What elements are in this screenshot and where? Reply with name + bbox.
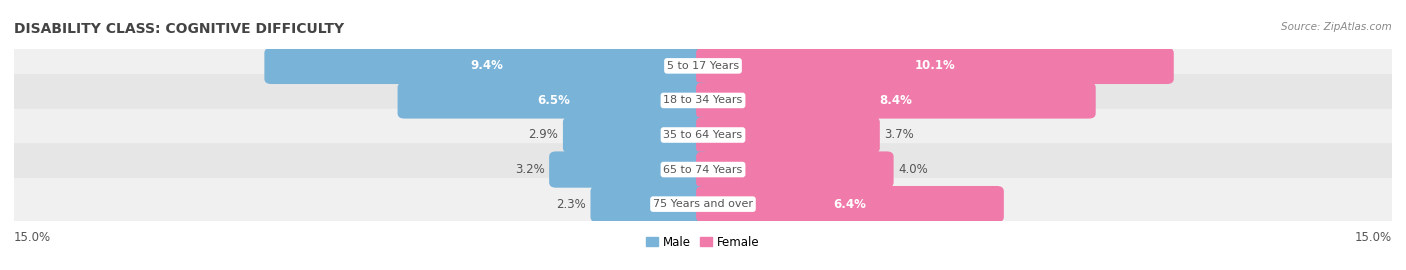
Text: 15.0%: 15.0% bbox=[14, 231, 51, 244]
FancyBboxPatch shape bbox=[696, 186, 1004, 222]
FancyBboxPatch shape bbox=[0, 178, 1406, 230]
Text: 18 to 34 Years: 18 to 34 Years bbox=[664, 95, 742, 106]
Text: 5 to 17 Years: 5 to 17 Years bbox=[666, 61, 740, 71]
FancyBboxPatch shape bbox=[696, 117, 880, 153]
Text: 3.7%: 3.7% bbox=[884, 129, 914, 141]
Text: 2.9%: 2.9% bbox=[529, 129, 558, 141]
Text: Source: ZipAtlas.com: Source: ZipAtlas.com bbox=[1281, 22, 1392, 32]
FancyBboxPatch shape bbox=[0, 40, 1406, 92]
Text: 65 to 74 Years: 65 to 74 Years bbox=[664, 164, 742, 175]
Text: 10.1%: 10.1% bbox=[914, 59, 955, 72]
FancyBboxPatch shape bbox=[0, 109, 1406, 161]
Text: 4.0%: 4.0% bbox=[898, 163, 928, 176]
FancyBboxPatch shape bbox=[264, 48, 710, 84]
Text: 8.4%: 8.4% bbox=[880, 94, 912, 107]
Text: 3.2%: 3.2% bbox=[515, 163, 544, 176]
Text: 2.3%: 2.3% bbox=[557, 198, 586, 211]
Text: 6.4%: 6.4% bbox=[834, 198, 866, 211]
FancyBboxPatch shape bbox=[696, 82, 1095, 119]
FancyBboxPatch shape bbox=[0, 143, 1406, 196]
Text: 9.4%: 9.4% bbox=[471, 59, 503, 72]
FancyBboxPatch shape bbox=[0, 74, 1406, 127]
Text: DISABILITY CLASS: COGNITIVE DIFFICULTY: DISABILITY CLASS: COGNITIVE DIFFICULTY bbox=[14, 22, 344, 36]
Text: 15.0%: 15.0% bbox=[1355, 231, 1392, 244]
FancyBboxPatch shape bbox=[562, 117, 710, 153]
FancyBboxPatch shape bbox=[550, 151, 710, 188]
Text: 75 Years and over: 75 Years and over bbox=[652, 199, 754, 209]
Text: 6.5%: 6.5% bbox=[537, 94, 571, 107]
FancyBboxPatch shape bbox=[696, 48, 1174, 84]
FancyBboxPatch shape bbox=[398, 82, 710, 119]
Text: 35 to 64 Years: 35 to 64 Years bbox=[664, 130, 742, 140]
FancyBboxPatch shape bbox=[696, 151, 894, 188]
FancyBboxPatch shape bbox=[591, 186, 710, 222]
Legend: Male, Female: Male, Female bbox=[641, 231, 765, 254]
